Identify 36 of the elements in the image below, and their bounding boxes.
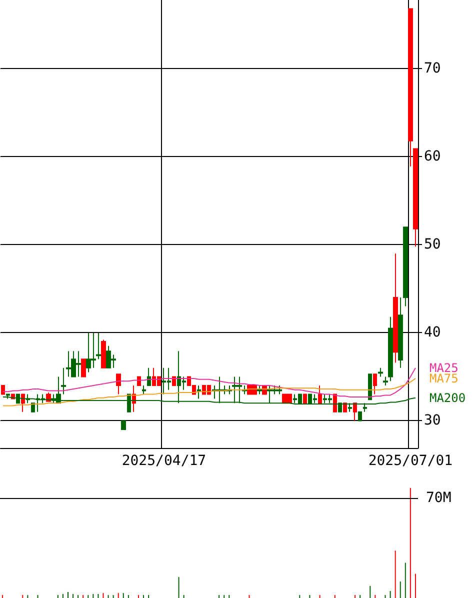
candlestick <box>413 148 418 247</box>
candlestick <box>142 385 146 395</box>
y-tick-label: 70 <box>424 60 441 77</box>
line-series <box>2 378 416 406</box>
line-series <box>2 367 416 398</box>
candlestick <box>21 394 25 412</box>
candlestick <box>353 402 357 422</box>
candlestick <box>61 367 66 395</box>
candlestick <box>147 367 151 386</box>
candlestick <box>96 332 101 360</box>
candlestick <box>403 226 408 307</box>
candlestick <box>378 367 383 378</box>
series-label: MA200 <box>429 390 466 405</box>
candlestick <box>116 374 121 395</box>
x-tick-label: 2025/04/17 <box>122 453 206 469</box>
ref-line-label: 70M <box>426 490 452 506</box>
candlestick <box>398 296 403 368</box>
y-tick-label: 60 <box>424 148 441 165</box>
candlestick <box>81 358 86 378</box>
candlestick <box>101 339 106 368</box>
candlestick <box>318 385 322 404</box>
candlestick <box>388 316 393 382</box>
candlestick <box>383 376 388 386</box>
candlestick <box>197 385 201 400</box>
candlestick <box>1 385 5 395</box>
candlestick <box>121 420 126 430</box>
y-tick-label: 30 <box>424 412 441 429</box>
candlestick <box>373 374 377 395</box>
candlestick <box>408 8 413 167</box>
candlestick <box>257 385 262 395</box>
y-tick-label: 50 <box>424 236 441 253</box>
candlestick <box>393 252 398 364</box>
y-tick-label: 40 <box>424 324 441 341</box>
x-tick-label: 2025/07/01 <box>368 453 453 469</box>
candlestick <box>358 411 362 422</box>
candlestick <box>303 394 307 404</box>
